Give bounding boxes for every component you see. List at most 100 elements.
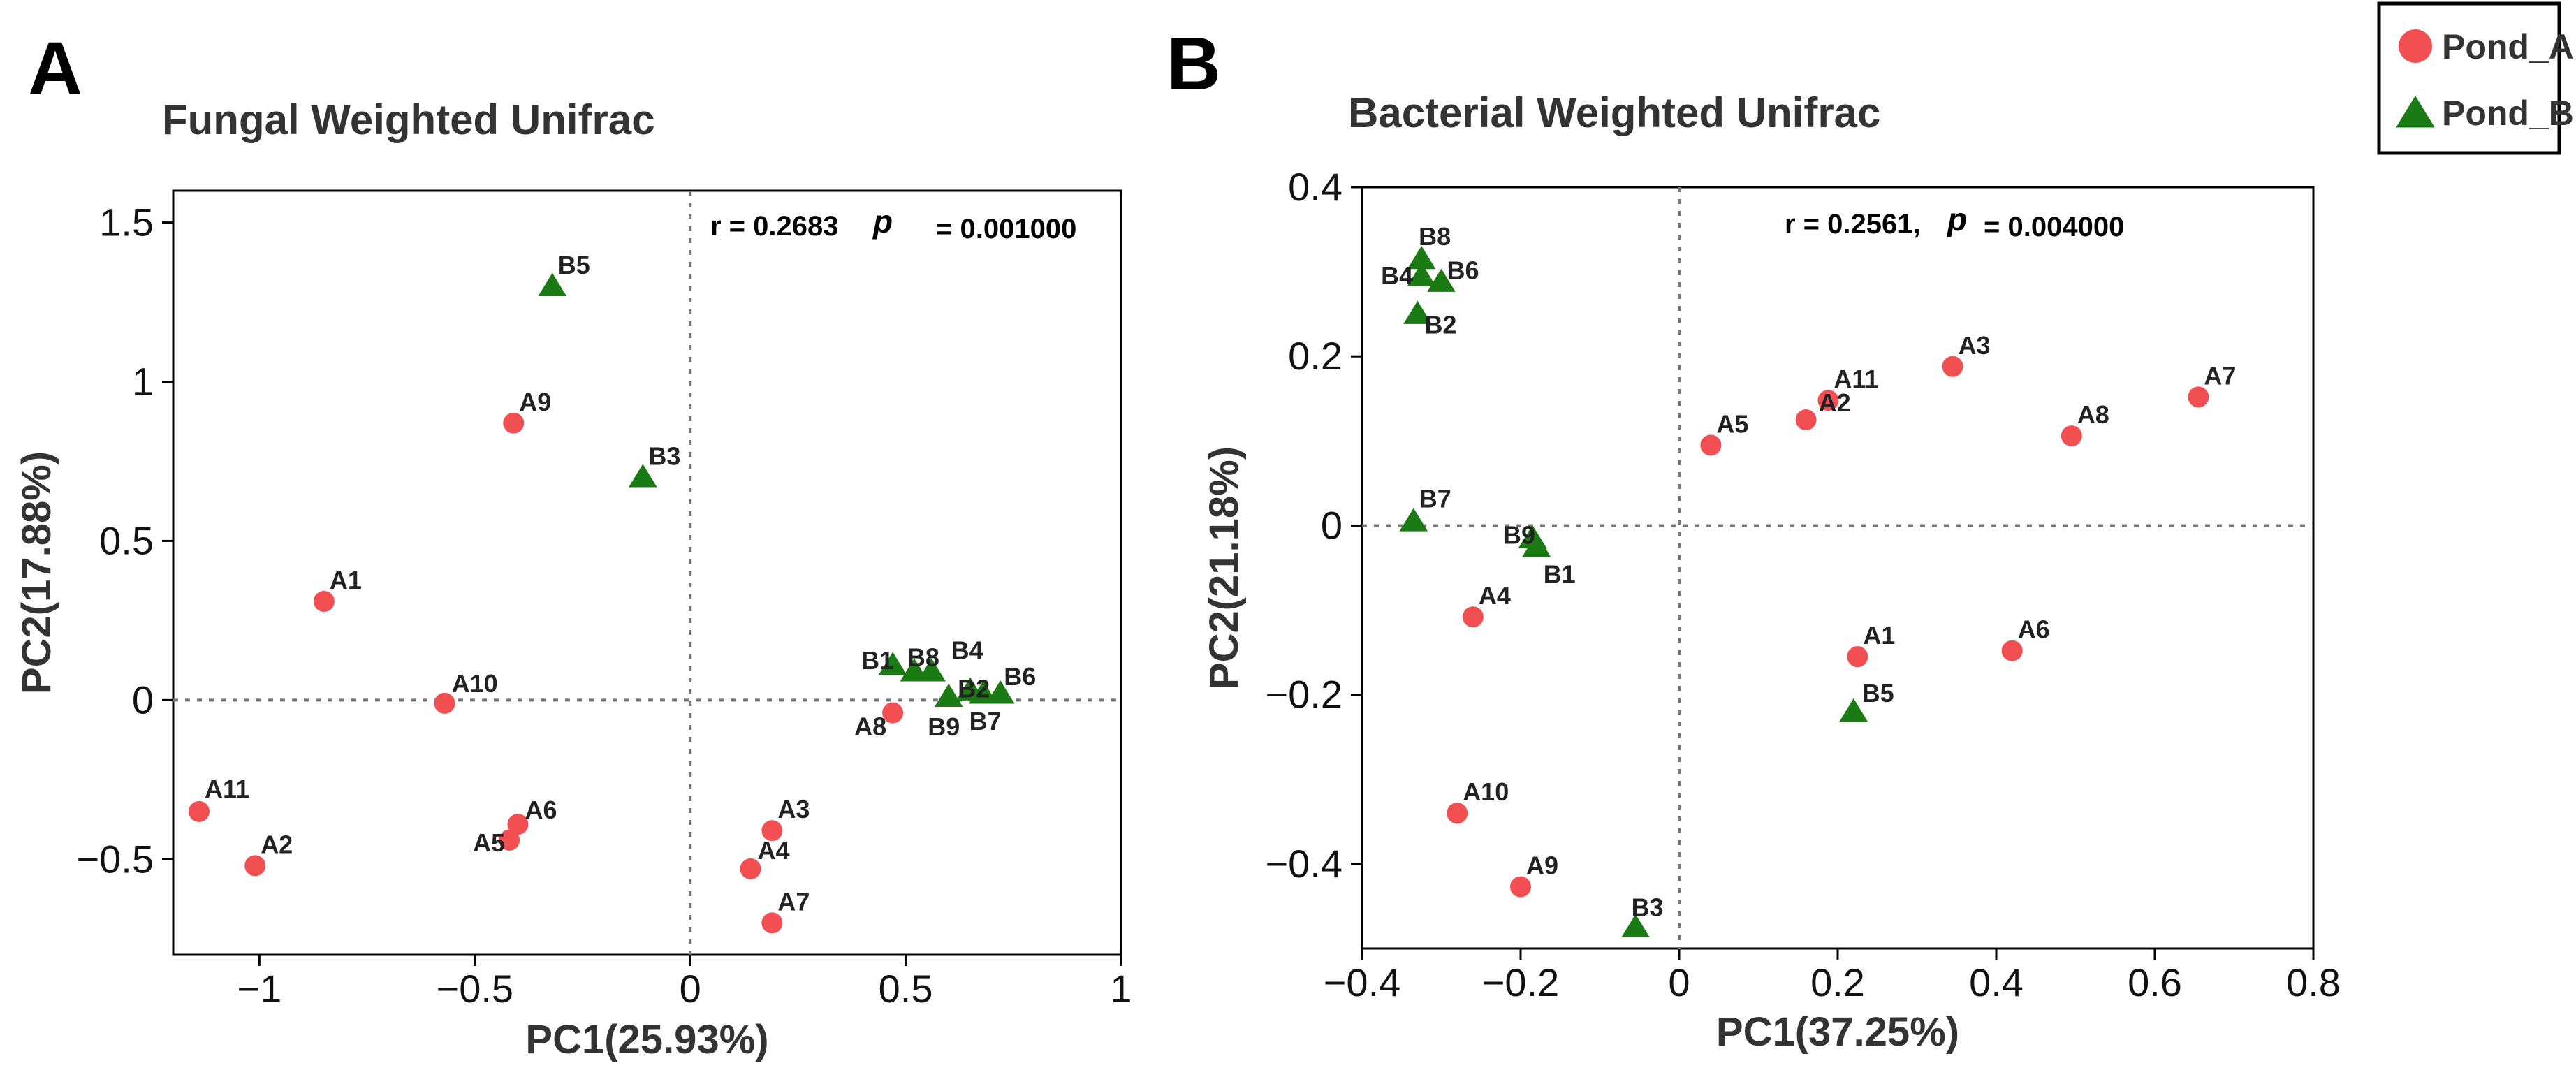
data-point-a3 (761, 820, 783, 842)
point-label: B9 (928, 712, 960, 741)
chart-panel-a: A Fungal Weighted Unifrac −1 −0.5 0 0.5 1 −0.5 0… (14, 26, 1132, 1062)
y-axis-label: PC2(17.88%) (14, 451, 59, 694)
data-point-a8 (882, 702, 904, 724)
y-tick-label: 1 (132, 360, 154, 404)
point-label: A6 (525, 796, 557, 824)
point-label: B1 (861, 646, 893, 675)
point-label: A3 (777, 795, 810, 823)
point-label: A4 (1479, 581, 1511, 610)
data-point-b5 (1839, 698, 1868, 722)
data-point-a7 (761, 912, 783, 934)
point-label: A4 (758, 836, 790, 865)
x-axis-label: PC1(25.93%) (525, 1017, 768, 1062)
data-point-a9 (1510, 876, 1531, 898)
x-tick-label: 0.5 (879, 967, 933, 1011)
point-label: B3 (1632, 893, 1664, 922)
data-point-b9 (1518, 525, 1547, 548)
point-label: B6 (1004, 662, 1036, 691)
point-label: A7 (2204, 361, 2236, 390)
x-tick-label: 0.2 (1810, 960, 1865, 1004)
y-tick-label: 0.4 (1288, 165, 1342, 209)
y-tick-label: −0.4 (1265, 842, 1342, 886)
point-label: B1 (1544, 560, 1576, 589)
point-label: A7 (777, 887, 810, 916)
series-pond-b (538, 272, 1015, 708)
data-point-a7 (2188, 386, 2209, 408)
legend-frame (2377, 1, 2561, 155)
y-tick-label: −0.2 (1265, 673, 1342, 717)
legend-marker-circle (2399, 29, 2432, 63)
data-point-a10 (434, 692, 455, 714)
chart-title: Bacterial Weighted Unifrac (1348, 89, 1880, 136)
point-label: A11 (205, 775, 249, 803)
stat-p-value: = 0.001000 (936, 214, 1076, 244)
x-tick-label: 0 (1668, 960, 1690, 1004)
y-tick-label: 0.5 (99, 518, 154, 562)
point-label: B4 (1381, 261, 1413, 290)
point-label: B9 (1503, 521, 1535, 550)
point-label: B2 (958, 675, 990, 703)
point-label: B7 (969, 707, 1002, 735)
data-point-a9 (503, 412, 525, 434)
point-label: B8 (1419, 222, 1451, 251)
data-point-a10 (1447, 803, 1468, 824)
x-tick-label: 1 (1110, 967, 1132, 1011)
point-label: A11 (1834, 365, 1878, 393)
data-point-a11 (189, 800, 210, 822)
point-label: A6 (2018, 615, 2050, 644)
x-axis-label: PC1(37.25%) (1716, 1009, 1959, 1055)
data-point-b9 (934, 683, 963, 708)
data-point-a8 (2061, 425, 2082, 447)
legend-item-label: Pond_B (2442, 94, 2574, 133)
y-tick-label: 0.2 (1288, 334, 1342, 378)
data-point-b8 (1407, 245, 1436, 270)
y-tick-label: −0.5 (76, 837, 154, 881)
y-tick-label: 1.5 (99, 200, 154, 244)
point-label: A5 (473, 828, 505, 857)
panel-letter: A (28, 26, 82, 110)
data-point-b1 (878, 652, 907, 675)
stat-p-symbol: p (872, 203, 893, 240)
data-point-a5 (499, 829, 520, 851)
data-point-a11 (1817, 390, 1839, 411)
point-label: A8 (854, 712, 886, 741)
data-point-a4 (740, 858, 761, 879)
y-tick-label: 0 (1321, 503, 1342, 547)
y-tick-label: 0 (132, 678, 154, 722)
stat-r-value: r = 0.2683 (710, 211, 839, 242)
x-tick-label: 0 (680, 967, 701, 1011)
data-point-a4 (1462, 606, 1484, 628)
plot-frame (1361, 186, 2315, 950)
x-tick-label: −0.4 (1324, 960, 1401, 1004)
point-label: A2 (261, 830, 293, 858)
panel-letter: B (1166, 21, 1221, 105)
data-point-b7 (1399, 508, 1428, 532)
stat-p-symbol: p (1946, 201, 1967, 237)
point-label: A8 (2077, 400, 2109, 429)
x-tick-label: 0.6 (2128, 960, 2182, 1004)
stat-r-value: r = 0.2561, (1785, 209, 1921, 240)
data-point-a3 (1942, 356, 1963, 377)
point-label: A10 (452, 669, 498, 698)
point-label: B3 (648, 441, 680, 470)
point-label: A1 (330, 566, 362, 594)
data-point-a2 (244, 855, 266, 877)
data-point-b5 (538, 272, 567, 296)
x-tick-label: −0.2 (1482, 960, 1560, 1004)
data-point-a5 (1700, 434, 1722, 456)
legend-marker-triangle (2396, 96, 2435, 128)
x-tick-label: 0.8 (2286, 960, 2341, 1004)
legend-item-label: Pond_A (2442, 27, 2574, 66)
data-point-a6 (2001, 640, 2023, 661)
data-point-b3 (629, 464, 657, 488)
data-point-b3 (1621, 914, 1650, 937)
point-label: B5 (558, 251, 590, 279)
point-label: B2 (1424, 311, 1456, 339)
data-point-a6 (507, 814, 529, 835)
x-tick-label: 0.4 (1969, 960, 2024, 1004)
series-pond-a (1447, 356, 2209, 898)
point-label: A9 (1526, 851, 1558, 880)
legend: Pond_A Pond_B (2377, 1, 2574, 155)
